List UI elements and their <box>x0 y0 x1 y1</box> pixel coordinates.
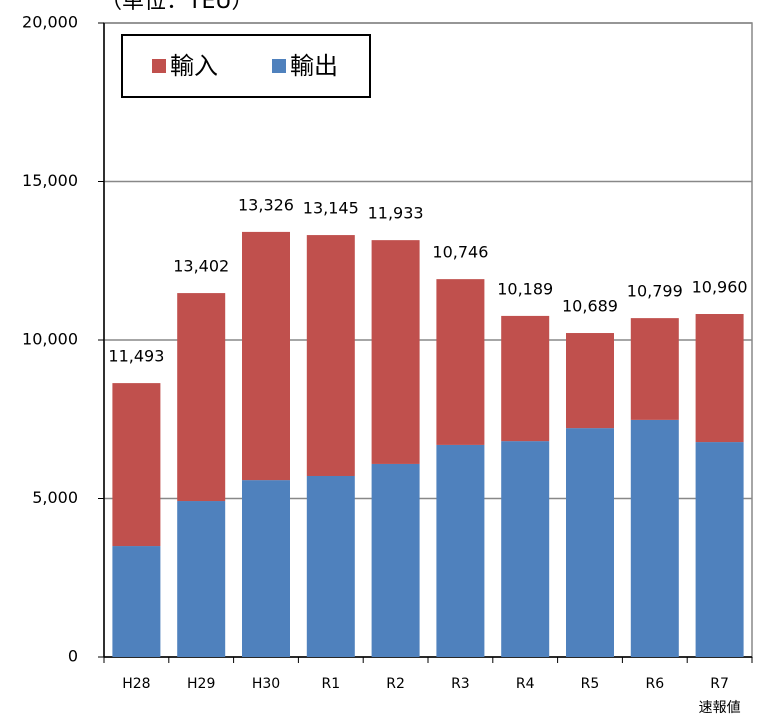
annotation: 13,402 <box>173 257 229 276</box>
bar-segment <box>630 419 679 657</box>
bar-segment <box>177 293 226 502</box>
x-tick-label: R7 <box>710 676 729 692</box>
x-tick-label: H30 <box>252 676 280 692</box>
annotation: 10,689 <box>562 297 618 316</box>
bar-segment <box>306 475 355 657</box>
bar-segment <box>695 314 744 443</box>
bar-segment <box>566 428 614 657</box>
bar-segment <box>177 501 226 657</box>
annotation: 11,493 <box>108 347 164 366</box>
annotation: 10,189 <box>497 279 553 298</box>
y-tick-label: 0 <box>68 647 78 666</box>
x-tick-label: R5 <box>581 676 600 692</box>
x-tick-label: R6 <box>645 676 664 692</box>
x-tick-label: R1 <box>321 676 340 692</box>
y-tick-label: 15,000 <box>22 171 78 190</box>
x-tick-label: H28 <box>122 676 150 692</box>
unit-label: （単位：TEU） <box>100 0 253 14</box>
bar-segment <box>112 383 161 547</box>
annotation: 11,933 <box>368 204 424 223</box>
legend-swatch <box>272 59 286 73</box>
y-tick-label: 20,000 <box>22 13 78 32</box>
y-tick-label: 10,000 <box>22 330 78 349</box>
x-tick-sublabel: 速報値 <box>699 700 741 716</box>
bar-segment <box>501 315 550 442</box>
x-tick-label: R2 <box>386 676 405 692</box>
bar-segment <box>566 333 614 429</box>
legend-label: 輸入 <box>170 52 218 80</box>
annotation: 13,145 <box>303 199 359 218</box>
annotation: 13,326 <box>238 195 294 214</box>
x-tick-label: R4 <box>516 676 535 692</box>
bar-segment <box>501 441 550 657</box>
bar-segment <box>436 444 485 657</box>
bar-segment <box>436 279 485 445</box>
x-tick-label: H29 <box>187 676 215 692</box>
bar-segment <box>242 480 290 657</box>
bar-segment <box>112 546 161 657</box>
x-tick-label: R3 <box>451 676 470 692</box>
legend-label: 輸出 <box>290 52 338 80</box>
bar-segment <box>695 442 744 657</box>
bar-segment <box>630 318 679 420</box>
annotation: 10,960 <box>692 278 748 297</box>
y-tick-label: 5,000 <box>32 488 78 507</box>
annotation: 10,799 <box>627 282 683 301</box>
annotation: 10,746 <box>432 243 488 262</box>
bar-segment <box>306 235 355 476</box>
bar-segment <box>242 231 290 481</box>
bar-segment <box>371 240 420 464</box>
bar-segment <box>371 463 420 657</box>
legend-swatch <box>152 59 166 73</box>
